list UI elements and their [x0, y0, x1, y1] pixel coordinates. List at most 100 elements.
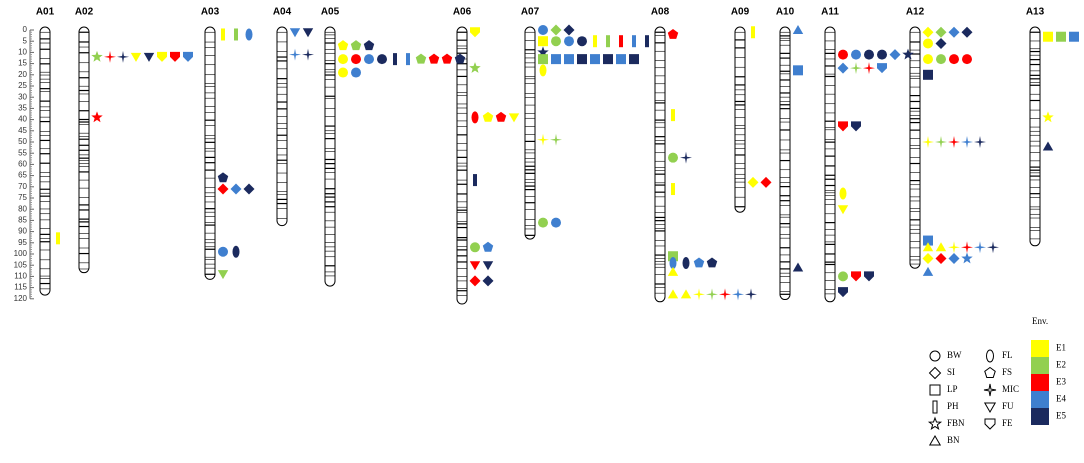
- symbol-fe: [470, 27, 480, 38]
- symbol-mic: [948, 241, 960, 254]
- symbol-bn: [928, 435, 942, 446]
- legend-label: FE: [1002, 418, 1013, 428]
- symbol-fbn: [537, 46, 549, 58]
- symbol-si: [889, 49, 901, 61]
- symbol-bn: [792, 25, 804, 34]
- symbol-bw: [351, 54, 361, 65]
- symbol-fu: [983, 402, 997, 413]
- symbol-fs: [706, 257, 718, 268]
- symbol-si: [217, 183, 229, 195]
- symbol-bw: [351, 67, 361, 78]
- symbol-lp: [1056, 31, 1066, 42]
- symbol-si: [243, 183, 255, 195]
- symbol-fbn: [91, 111, 103, 123]
- legend-label: SI: [947, 367, 955, 377]
- symbol-bw: [962, 54, 972, 65]
- symbol-bw: [338, 54, 348, 65]
- symbol-mic: [537, 133, 549, 146]
- symbol-lp: [564, 54, 574, 65]
- symbol-mic: [719, 288, 731, 301]
- symbol-bn: [667, 289, 679, 299]
- symbol-fs: [454, 53, 466, 64]
- symbol-bw: [838, 271, 848, 282]
- symbol-ph: [234, 28, 238, 41]
- ruler-label: 25: [18, 81, 27, 90]
- legend-swatch: [1031, 391, 1049, 408]
- symbol-mic: [863, 62, 875, 75]
- symbol-fl: [539, 64, 547, 77]
- symbol-fl: [986, 349, 994, 363]
- symbol-ph: [932, 400, 938, 414]
- symbol-bw: [936, 54, 946, 65]
- ruler-label: 0: [23, 25, 28, 34]
- chromosome-label: A13: [1026, 7, 1045, 18]
- symbol-mic: [680, 151, 692, 164]
- symbol-ph: [473, 174, 477, 187]
- symbol-lp: [538, 54, 548, 65]
- symbol-mic: [850, 62, 862, 75]
- symbol-mic: [302, 48, 314, 61]
- symbol-bw: [577, 36, 587, 47]
- ruler-label: 5: [23, 36, 28, 45]
- symbol-si: [550, 24, 562, 36]
- ruler-label: 35: [18, 104, 27, 113]
- symbol-bw: [877, 49, 887, 60]
- symbol-lp: [629, 54, 639, 65]
- symbol-bn: [792, 262, 804, 272]
- symbol-ph: [751, 26, 755, 39]
- symbol-si: [230, 183, 242, 195]
- symbol-bw: [668, 152, 678, 163]
- symbol-bw: [929, 350, 941, 362]
- symbol-fs: [984, 366, 996, 378]
- symbol-si: [948, 252, 960, 264]
- legend-label: MIC: [1002, 384, 1019, 394]
- symbol-fl: [682, 256, 690, 269]
- symbol-fbn: [91, 50, 103, 62]
- symbol-si: [935, 26, 947, 38]
- symbol-lp: [590, 54, 600, 65]
- symbol-fu: [469, 261, 481, 271]
- symbol-fs: [350, 40, 362, 51]
- symbol-fe: [838, 121, 848, 132]
- symbol-si: [837, 62, 849, 74]
- symbol-mic: [983, 383, 997, 397]
- symbol-fbn: [469, 62, 481, 73]
- symbol-bw: [218, 246, 228, 257]
- symbol-fu: [130, 52, 142, 62]
- symbol-fu: [143, 52, 155, 62]
- chromosome-label: A07: [521, 7, 540, 18]
- symbol-si: [469, 275, 481, 287]
- symbol-si: [922, 252, 934, 264]
- legend-label: E5: [1056, 411, 1066, 421]
- symbol-fl: [669, 256, 677, 269]
- chromosome: [654, 26, 666, 303]
- symbol-mic: [104, 50, 116, 63]
- ruler-label: 50: [18, 137, 27, 146]
- chromosome: [39, 26, 51, 296]
- symbol-mic: [974, 136, 986, 148]
- symbol-fe: [851, 271, 861, 282]
- symbol-bw: [551, 36, 561, 47]
- symbol-bw: [364, 54, 374, 65]
- chromosome-label: A09: [731, 7, 750, 18]
- symbol-si: [948, 26, 960, 38]
- chromosome-label: A10: [776, 7, 795, 18]
- chromosome: [324, 26, 336, 287]
- symbol-ph: [221, 28, 225, 41]
- symbol-ph: [632, 35, 636, 48]
- symbol-fe: [984, 418, 996, 430]
- symbol-fs: [667, 28, 679, 39]
- symbol-bn: [680, 289, 692, 299]
- legend-label: BN: [947, 435, 960, 445]
- symbol-bw: [949, 54, 959, 65]
- ruler-label: 75: [18, 193, 27, 202]
- ruler-label: 20: [18, 70, 27, 79]
- symbol-mic: [693, 288, 705, 301]
- symbol-fs: [337, 40, 349, 51]
- ruler-label: 70: [18, 182, 27, 191]
- chromosome: [909, 26, 921, 269]
- symbol-fs: [363, 40, 375, 51]
- symbol-lp: [577, 54, 587, 65]
- symbol-fl: [839, 187, 847, 200]
